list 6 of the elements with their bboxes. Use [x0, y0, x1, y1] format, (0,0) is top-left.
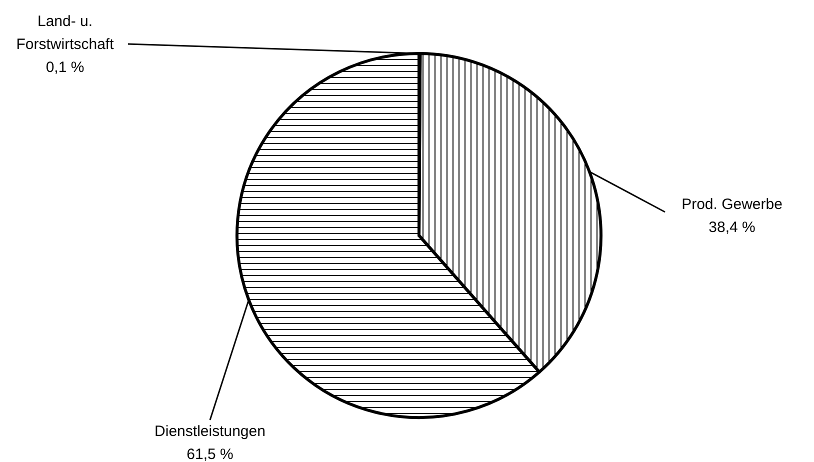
data-label: 38,4 %	[708, 219, 756, 236]
slice-label: Prod. Gewerbe	[682, 196, 782, 214]
data-label: 61,5 %	[186, 446, 234, 462]
slice-label: Dienstleistungen	[154, 423, 266, 440]
data-label: 0,1 %	[46, 59, 84, 76]
slice-label: Land- u. Forstwirtschaft	[16, 13, 115, 54]
